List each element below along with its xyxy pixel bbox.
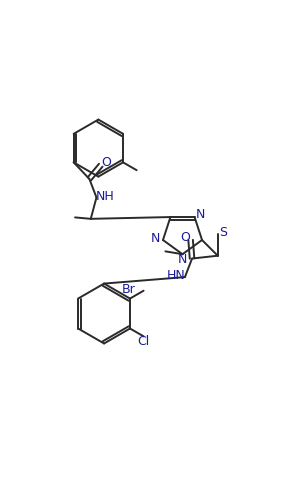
Text: HN: HN xyxy=(166,269,185,282)
Text: O: O xyxy=(181,231,190,244)
Text: Br: Br xyxy=(121,283,135,296)
Text: O: O xyxy=(101,156,111,170)
Text: N: N xyxy=(196,208,206,221)
Text: Cl: Cl xyxy=(137,335,150,348)
Text: S: S xyxy=(219,226,227,240)
Text: N: N xyxy=(151,232,160,245)
Text: N: N xyxy=(178,253,187,266)
Text: NH: NH xyxy=(96,189,114,203)
